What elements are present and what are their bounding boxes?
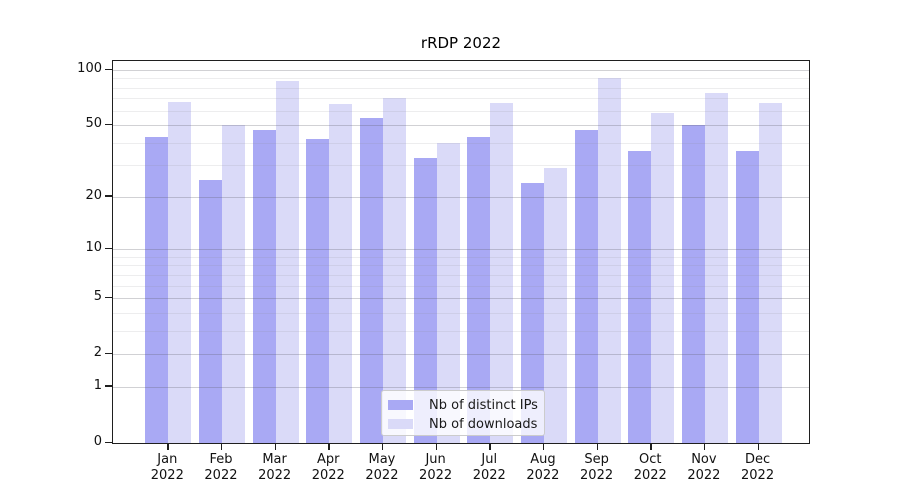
gridline-minor-90 — [113, 78, 809, 80]
bar-ips-jan — [145, 137, 169, 443]
bar-downloads-oct — [651, 113, 675, 443]
bar-downloads-feb — [221, 125, 245, 443]
y-tick-label-50: 50 — [85, 116, 102, 132]
bar-downloads-mar — [275, 81, 299, 443]
y-tick-label-100: 100 — [77, 61, 102, 76]
x-tick-mark-nov — [703, 444, 706, 450]
y-tick-mark-2 — [105, 352, 112, 354]
y-tick-label-20: 20 — [85, 187, 102, 203]
x-tick-mark-feb — [220, 444, 223, 450]
y-tick-mark-5 — [105, 296, 112, 298]
gridline-20 — [113, 196, 809, 198]
bar-downloads-aug — [543, 168, 567, 443]
x-tick-label-oct: Oct 2022 — [633, 452, 667, 483]
legend-swatch-downloads — [388, 419, 413, 429]
x-tick-mark-apr — [328, 444, 330, 450]
bar-downloads-jun — [436, 142, 460, 443]
x-tick-label-feb: Feb 2022 — [204, 452, 238, 483]
bar-downloads-may — [382, 98, 406, 443]
x-tick-mark-mar — [274, 444, 276, 450]
y-tick-label-2: 2 — [93, 345, 102, 361]
y-tick-mark-20 — [105, 195, 112, 197]
x-tick-label-nov: Nov 2022 — [687, 452, 721, 483]
y-tick-label-1: 1 — [93, 377, 102, 393]
gridline-minor-30 — [113, 165, 809, 167]
y-tick-mark-1 — [105, 385, 112, 387]
gridline-minor-70 — [113, 98, 809, 100]
gridline-minor-60 — [113, 110, 809, 112]
x-tick-label-may: May 2022 — [365, 452, 399, 483]
legend-swatch-distinct-ips — [388, 400, 413, 410]
x-tick-mark-sep — [596, 444, 598, 450]
x-tick-label-dec: Dec 2022 — [741, 452, 775, 483]
x-tick-label-jul: Jul 2022 — [472, 452, 506, 483]
legend-label-distinct-ips: Nb of distinct IPs — [429, 397, 538, 413]
bar-ips-jul — [467, 137, 491, 443]
gridline-50 — [113, 125, 809, 127]
x-tick-label-jan: Jan 2022 — [150, 452, 184, 483]
bar-ips-aug — [520, 182, 544, 443]
bar-ips-oct — [628, 151, 652, 443]
legend-label-downloads: Nb of downloads — [429, 416, 538, 432]
bar-ips-jun — [413, 157, 437, 443]
gridline-10 — [113, 249, 809, 251]
x-tick-mark-may — [381, 444, 384, 450]
gridline-minor-3 — [113, 330, 809, 332]
bar-downloads-sep — [597, 78, 621, 443]
bar-downloads-jan — [168, 101, 192, 443]
bar-ips-nov — [681, 125, 705, 443]
gridline-minor-8 — [113, 265, 809, 267]
bar-downloads-dec — [758, 103, 782, 443]
x-tick-label-mar: Mar 2022 — [258, 452, 292, 483]
gridline-2 — [113, 354, 809, 356]
x-tick-mark-jul — [489, 444, 491, 450]
gridline-minor-6 — [113, 285, 809, 287]
x-tick-label-sep: Sep 2022 — [580, 452, 614, 483]
chart-title: rRDP 2022 — [420, 34, 502, 52]
y-tick-mark-50 — [105, 123, 112, 126]
plot-area — [112, 60, 810, 444]
legend-item-downloads: Nb of downloads — [388, 415, 544, 433]
legend-item-distinct-ips: Nb of distinct IPs — [388, 396, 544, 414]
bar-ips-dec — [735, 151, 759, 443]
bar-ips-may — [359, 117, 383, 443]
gridline-minor-80 — [113, 87, 809, 89]
bar-ips-feb — [198, 179, 222, 443]
y-tick-label-0: 0 — [93, 434, 102, 449]
bar-ips-apr — [306, 139, 330, 443]
gridline-100 — [113, 70, 809, 71]
bar-downloads-apr — [329, 104, 353, 443]
x-tick-mark-jun — [435, 444, 437, 450]
legend: Nb of distinct IPs Nb of downloads — [381, 390, 545, 436]
x-tick-mark-dec — [757, 444, 759, 450]
x-tick-label-apr: Apr 2022 — [311, 452, 345, 483]
gridline-minor-4 — [113, 312, 809, 314]
y-tick-label-10: 10 — [85, 240, 102, 256]
gridline-5 — [113, 298, 809, 300]
y-tick-mark-100 — [105, 68, 112, 70]
y-tick-mark-10 — [105, 247, 112, 249]
y-tick-label-5: 5 — [93, 289, 102, 305]
bar-downloads-jul — [490, 103, 514, 443]
x-tick-mark-aug — [542, 444, 545, 450]
x-tick-label-aug: Aug 2022 — [526, 452, 560, 483]
gridline-minor-7 — [113, 274, 809, 276]
gridline-1 — [113, 386, 809, 388]
bar-ips-sep — [574, 130, 598, 443]
gridline-minor-40 — [113, 142, 809, 144]
x-tick-label-jun: Jun 2022 — [419, 452, 453, 483]
x-tick-mark-oct — [650, 444, 652, 450]
bar-downloads-nov — [704, 92, 728, 443]
y-tick-mark-0 — [105, 441, 112, 443]
gridline-minor-9 — [113, 256, 809, 258]
x-tick-mark-jan — [167, 444, 169, 450]
bar-ips-mar — [252, 130, 276, 443]
